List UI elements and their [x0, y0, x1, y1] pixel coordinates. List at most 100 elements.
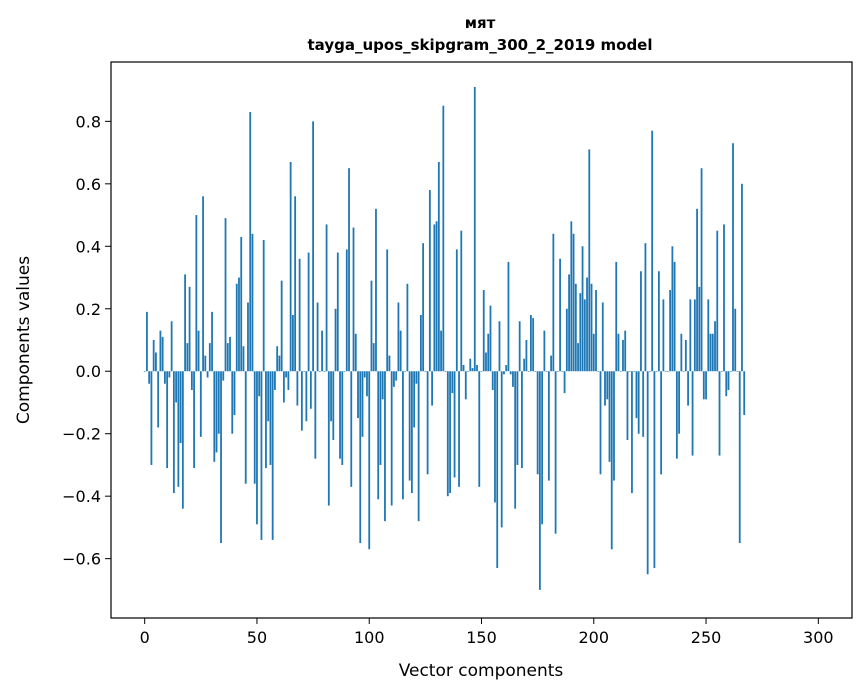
chart-subtitle: tayga_upos_skipgram_300_2_2019 model: [308, 36, 653, 54]
bar: [579, 293, 582, 372]
bar: [628, 371, 631, 372]
bar: [433, 224, 436, 372]
bar: [359, 371, 362, 544]
bar: [657, 271, 660, 372]
bar: [336, 252, 339, 372]
bar: [285, 371, 288, 378]
bar: [404, 371, 407, 372]
bar: [204, 355, 207, 372]
bar: [289, 161, 292, 372]
bar: [377, 371, 380, 500]
bar: [321, 330, 323, 372]
bar: [309, 371, 312, 409]
bar: [166, 371, 169, 469]
bar: [446, 371, 449, 497]
bar: [188, 286, 191, 372]
bar: [247, 302, 249, 372]
bar: [644, 243, 647, 372]
bar: [307, 252, 310, 372]
bar: [274, 371, 276, 390]
bar: [170, 321, 173, 372]
bar: [532, 318, 535, 372]
bar: [238, 277, 240, 372]
bar: [592, 333, 595, 372]
bar: [727, 371, 730, 390]
bar: [512, 371, 514, 387]
bar: [276, 346, 279, 372]
bar: [516, 371, 519, 465]
bar: [509, 371, 512, 375]
y-tick-label: 0.2: [76, 300, 101, 319]
bar: [397, 302, 400, 372]
bar: [500, 371, 503, 528]
bar: [240, 236, 243, 372]
bar: [352, 227, 355, 372]
bar: [181, 371, 184, 509]
bar: [215, 371, 218, 453]
bar: [604, 371, 606, 406]
bar: [368, 371, 371, 550]
bar: [357, 371, 359, 419]
bar: [172, 371, 175, 494]
bar: [476, 364, 478, 372]
bar: [386, 249, 389, 372]
bars-group: [143, 86, 746, 590]
bar: [716, 230, 719, 372]
bar: [244, 371, 247, 484]
bar: [649, 371, 651, 372]
bar: [175, 371, 178, 403]
bar: [294, 196, 297, 372]
bar: [559, 258, 561, 372]
bar: [231, 371, 234, 434]
bar: [684, 340, 687, 372]
bar: [487, 333, 490, 372]
bar: [743, 371, 746, 415]
bar: [471, 368, 474, 372]
bar: [496, 371, 499, 569]
bar: [671, 246, 674, 372]
bar: [554, 371, 557, 534]
bar: [345, 249, 348, 372]
bar: [729, 371, 732, 372]
bar: [298, 258, 301, 372]
bar: [300, 371, 303, 431]
bar: [514, 371, 517, 509]
bar: [574, 283, 577, 372]
bar: [518, 321, 521, 372]
bar: [280, 280, 283, 372]
bar: [330, 371, 332, 422]
bar: [640, 271, 642, 372]
bar: [179, 371, 182, 444]
bar: [741, 183, 743, 372]
bar: [568, 274, 570, 372]
x-axis-ticks: 0 50 100 150 200 250 300: [140, 618, 834, 647]
bar: [550, 355, 553, 372]
bar: [206, 371, 209, 378]
chart-title: мят: [465, 14, 496, 32]
bar: [635, 371, 638, 419]
bar: [157, 371, 160, 428]
bar: [682, 371, 685, 372]
bar: [249, 111, 252, 372]
bar: [267, 371, 270, 422]
bar: [323, 371, 326, 372]
bar: [186, 343, 189, 372]
y-tick-label: 0.4: [76, 237, 101, 256]
bar: [455, 249, 458, 372]
bar: [395, 371, 398, 381]
bar: [242, 346, 245, 372]
y-tick-label: 0.6: [76, 175, 101, 194]
bar: [262, 240, 265, 372]
y-axis-label: Components values: [14, 256, 34, 424]
y-axis-ticks: −0.6 −0.4 −0.2 0.0 0.2 0.4 0.6 0.8: [62, 112, 111, 569]
x-tick-label: 200: [578, 628, 609, 647]
bar: [469, 358, 472, 372]
bar: [545, 371, 548, 372]
bar: [646, 371, 649, 575]
bar: [381, 371, 384, 400]
bar: [177, 371, 180, 487]
bar: [489, 305, 492, 372]
bar: [283, 371, 285, 403]
bar: [399, 330, 402, 372]
bar: [366, 371, 368, 397]
